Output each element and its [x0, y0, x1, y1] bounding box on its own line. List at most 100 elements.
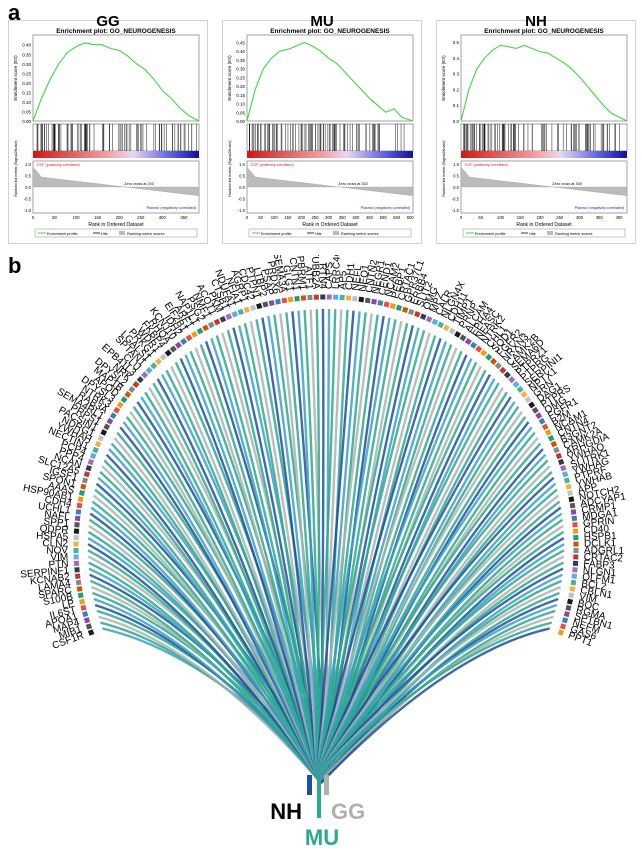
xtick-label: 300	[325, 215, 333, 220]
gene-block	[520, 391, 528, 399]
es-ytick-label: 0.40	[22, 43, 31, 48]
gene-block	[569, 586, 576, 592]
gene-block	[568, 592, 575, 599]
ranking-heatbar	[247, 151, 413, 158]
xtick-label: 50	[258, 215, 263, 220]
gene-block	[294, 295, 300, 302]
xtick-label: 250	[137, 215, 145, 220]
gene-block	[364, 297, 371, 304]
gene-label: CBLN1	[579, 585, 613, 601]
gene-block	[425, 315, 433, 323]
gene-block	[563, 477, 571, 484]
gene-block	[377, 299, 384, 306]
gene-block	[573, 535, 579, 541]
legend-metric-label: Ranking metric scores	[555, 232, 593, 236]
legend-metric-label: Ranking metric scores	[341, 232, 379, 236]
chord-link	[89, 579, 322, 784]
enrichment-profile-line	[460, 44, 628, 122]
gene-block	[570, 579, 577, 586]
gene-label: MDGA1	[582, 508, 619, 523]
gene-block	[213, 318, 221, 326]
neg-correlated-label: 'Plasma' (negatively correlated)	[360, 206, 410, 210]
es-ytick-label: 0.10	[236, 102, 245, 107]
gene-block	[528, 401, 536, 409]
gene-block	[169, 345, 177, 353]
gene-block	[243, 306, 251, 314]
nh-group-bar	[307, 775, 312, 795]
es-ytick-label: 0.3	[453, 72, 460, 77]
gene-label: CLN2	[42, 538, 68, 549]
es-ytick-label: 0.40	[236, 49, 245, 54]
xtick-label: 150	[94, 215, 102, 220]
gene-block	[326, 294, 332, 300]
gene-block	[524, 396, 532, 404]
chord-link	[316, 621, 552, 776]
gene-block	[73, 535, 79, 541]
gene-label: CAPS	[324, 261, 335, 289]
gene-block	[307, 294, 313, 301]
gene-block	[512, 380, 520, 389]
es-ytick-label: 0.0	[453, 119, 460, 124]
xtick-label: 200	[537, 215, 545, 220]
chord-link	[316, 549, 565, 776]
gene-block	[109, 412, 117, 420]
metric-ylabel: Ranked list metric (Signal2Noise)	[228, 140, 232, 197]
gene-block	[174, 341, 182, 349]
legend-box	[248, 228, 412, 238]
gene-block	[516, 385, 524, 393]
mu-group-bar	[317, 780, 321, 818]
chord-link	[315, 322, 409, 776]
xtick-label: 200	[298, 215, 306, 220]
gene-block	[74, 567, 80, 573]
metric-ytick-label: 0.5	[25, 174, 31, 179]
pos-correlated-label: 'CSF' (positively correlated)	[250, 163, 294, 167]
chord-link	[315, 396, 512, 776]
xtick-label: 400	[616, 215, 624, 220]
gene-block	[459, 334, 467, 342]
pos-correlated-label: 'CSF' (positively correlated)	[36, 163, 80, 167]
gene-label: PTN	[48, 559, 69, 571]
gene-block	[573, 547, 579, 554]
es-ytick-label: 0.25	[22, 71, 31, 76]
gene-block	[454, 330, 461, 338]
gene-label: LAMA4	[37, 578, 71, 594]
chord-link	[316, 494, 560, 776]
es-ytick-label: 0.00	[236, 119, 245, 124]
chord-link	[94, 488, 323, 784]
chord-link	[165, 369, 319, 776]
gene-block	[100, 429, 108, 436]
legend-profile-label: Enrichment profile	[475, 232, 506, 236]
gene-label: TUBB2A	[309, 255, 322, 290]
gene-block	[141, 371, 149, 379]
zero-cross-label: Zero cross at 203	[124, 182, 154, 186]
gene-block	[565, 483, 572, 490]
xtick-label: 100	[73, 215, 81, 220]
gene-label: BOC	[577, 598, 601, 613]
gene-block	[85, 623, 93, 630]
ranking-heatbar	[33, 151, 199, 158]
gene-block	[414, 311, 421, 318]
gene-block	[480, 349, 488, 357]
es-ytick-label: 0.10	[22, 100, 31, 105]
xlabel: Rank in Ordered Dataset	[88, 222, 144, 228]
gene-block	[219, 315, 227, 323]
gene-block	[570, 509, 577, 515]
gene-block	[568, 496, 575, 503]
legend-hits-label: Hits	[315, 232, 322, 236]
es-plot-frame	[32, 34, 200, 122]
legend-profile-label: Enrichment profile	[47, 232, 78, 236]
gene-block	[237, 308, 244, 316]
gene-block	[145, 366, 153, 374]
xtick-label: 0	[32, 215, 35, 220]
es-ylabel: Enrichment score (ES)	[227, 55, 232, 101]
gene-block	[113, 406, 121, 414]
gene-block	[74, 515, 81, 522]
gene-label: NAFL	[44, 509, 71, 523]
group-title-gg: GG	[96, 13, 120, 30]
es-ytick-label: 0.15	[236, 93, 245, 98]
xtick-label: 350	[339, 215, 347, 220]
gene-label: OLFM1	[582, 572, 617, 587]
chord-link	[316, 530, 565, 776]
es-ytick-label: 0.20	[22, 81, 31, 86]
xlabel: Rank in Ordered Dataset	[516, 222, 572, 228]
